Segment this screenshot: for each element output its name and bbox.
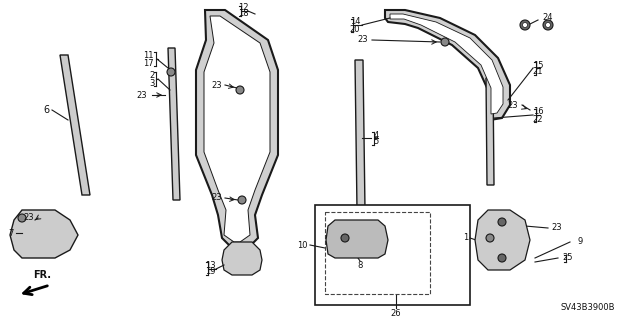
Text: 14: 14: [349, 18, 360, 26]
Polygon shape: [326, 220, 388, 258]
Text: 23: 23: [212, 194, 222, 203]
Text: 10: 10: [298, 241, 308, 249]
Polygon shape: [204, 16, 270, 242]
Circle shape: [236, 86, 244, 94]
Circle shape: [486, 234, 494, 242]
Polygon shape: [486, 78, 494, 185]
Text: 23: 23: [24, 213, 35, 222]
Text: 8: 8: [357, 261, 363, 270]
Circle shape: [520, 20, 530, 30]
Circle shape: [522, 23, 527, 27]
Text: 23: 23: [552, 224, 563, 233]
Text: 19: 19: [205, 268, 215, 277]
Polygon shape: [60, 55, 90, 195]
Text: 18: 18: [237, 10, 248, 19]
Polygon shape: [390, 14, 503, 114]
Text: FR.: FR.: [33, 270, 51, 280]
Text: 4: 4: [373, 130, 379, 139]
Text: SV43B3900B: SV43B3900B: [561, 303, 615, 312]
Text: 11: 11: [143, 50, 153, 60]
Polygon shape: [10, 210, 78, 258]
Circle shape: [18, 214, 26, 222]
Circle shape: [498, 254, 506, 262]
Polygon shape: [475, 210, 530, 270]
Text: 26: 26: [390, 308, 401, 317]
Text: 7: 7: [8, 228, 13, 238]
Text: 5: 5: [373, 137, 379, 146]
Polygon shape: [385, 10, 510, 120]
Text: 13: 13: [205, 261, 215, 270]
Polygon shape: [168, 48, 180, 200]
Text: 2: 2: [149, 70, 155, 79]
Bar: [325, 212, 430, 294]
Text: 6: 6: [43, 105, 49, 115]
Circle shape: [545, 23, 550, 27]
Text: 12: 12: [237, 4, 248, 12]
Text: 20: 20: [349, 25, 360, 33]
Text: 16: 16: [532, 108, 543, 116]
Text: 25: 25: [563, 254, 573, 263]
Text: 3: 3: [149, 78, 155, 87]
Text: 22: 22: [532, 115, 543, 123]
Circle shape: [498, 218, 506, 226]
Circle shape: [543, 20, 553, 30]
Circle shape: [341, 234, 349, 242]
Circle shape: [167, 68, 175, 76]
Polygon shape: [222, 242, 262, 275]
Text: 1: 1: [463, 234, 468, 242]
Text: 9: 9: [577, 238, 582, 247]
Text: 23: 23: [137, 91, 147, 100]
Polygon shape: [355, 60, 365, 210]
Circle shape: [441, 38, 449, 46]
Text: 17: 17: [143, 58, 154, 68]
Text: 21: 21: [532, 68, 543, 77]
Circle shape: [238, 196, 246, 204]
Text: 23: 23: [358, 35, 368, 44]
Text: 23: 23: [508, 100, 518, 109]
Text: 15: 15: [532, 61, 543, 70]
Text: 23: 23: [212, 80, 222, 90]
Bar: [315, 205, 470, 305]
Polygon shape: [196, 10, 278, 248]
Text: 24: 24: [543, 13, 553, 23]
